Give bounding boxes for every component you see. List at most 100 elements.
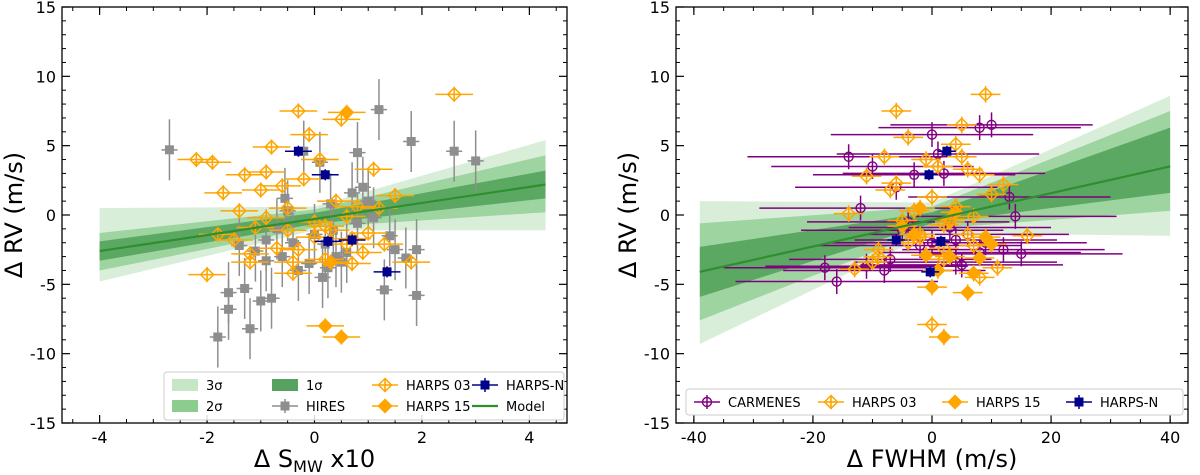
left-panel: -4 -2 0 2 4 -15 -10 -5 0 5 10 15 Δ SMW x10 Δ RV (m/s)…: [0, 0, 568, 475]
data-point: [379, 285, 389, 295]
data-point: [986, 119, 997, 131]
data-point: [363, 196, 373, 206]
y-tick-label: -5: [40, 275, 56, 294]
legend-label: HIRES: [306, 400, 345, 415]
data-point: [908, 169, 920, 180]
data-point: [280, 193, 290, 203]
legend-box: [685, 388, 1184, 416]
x-axis-label: Δ SMW x10: [254, 445, 375, 475]
data-point: [213, 332, 223, 342]
data-point: [926, 129, 938, 140]
data-point: [983, 236, 1000, 252]
legend-swatch-band1: [272, 379, 298, 391]
data-point: [918, 247, 934, 263]
legend-marker: [947, 394, 963, 410]
legend-box: [163, 371, 565, 421]
data-point: [358, 182, 368, 192]
data-point: [855, 202, 866, 214]
series-harps-n: [887, 145, 956, 278]
data-point: [867, 161, 878, 172]
y-tick-label: 10: [36, 67, 56, 86]
legend-label: 2σ: [206, 400, 223, 415]
legend-band-swatch: [272, 379, 298, 391]
data-point: [293, 265, 303, 275]
data-point: [912, 200, 928, 216]
y-tick-label: 5: [660, 137, 670, 156]
legend: CARMENES HARPS 03 HARPS 15 HARPS-N: [685, 388, 1184, 416]
data-point: [1016, 248, 1027, 260]
y-tick-label: 0: [660, 206, 670, 225]
data-point: [924, 279, 940, 295]
legend-swatch-hires: [272, 399, 298, 413]
legend-label: HARPS 03: [406, 379, 470, 394]
legend-marker: [480, 380, 490, 390]
data-point: [382, 267, 392, 277]
plot-area: [699, 86, 1171, 346]
model-line: [699, 165, 1171, 273]
data-point: [272, 224, 282, 234]
data-point: [938, 168, 950, 179]
y-tick-label: -15: [30, 414, 56, 433]
x-axis-label: Δ FWHM (m/s): [847, 445, 1018, 473]
legend-marker: [1074, 397, 1084, 407]
legend-swatch-harps15: [942, 394, 968, 410]
data-point: [256, 296, 266, 306]
legend-label: HARPS-N: [506, 379, 564, 394]
data-point: [924, 170, 934, 180]
y-axis-label: Δ RV (m/s): [614, 152, 642, 278]
x-tick-label: -20: [800, 428, 826, 447]
band-s1: [699, 127, 1171, 297]
data-point: [323, 254, 339, 270]
data-point: [293, 146, 303, 156]
series-harps-n: [284, 145, 401, 278]
data-point: [318, 272, 328, 282]
legend-swatch-harps03: [372, 377, 398, 393]
data-point: [390, 245, 400, 255]
legend-marker: [280, 401, 290, 411]
x-tick-label: 0: [309, 428, 319, 447]
series-harps-15: [306, 104, 366, 345]
legend-swatch-harps03: [818, 394, 844, 410]
data-point: [412, 245, 422, 255]
data-point: [942, 249, 958, 265]
legend-swatch-harpsn: [472, 378, 498, 392]
data-point: [234, 241, 244, 251]
data-point: [942, 146, 952, 156]
x-tick-label: -2: [199, 428, 215, 447]
x-tick-label: 40: [1160, 428, 1180, 447]
legend-swatch-harpsn: [1066, 395, 1092, 409]
y-tick-label: -5: [654, 275, 670, 294]
data-point: [240, 283, 250, 293]
x-tick-label: -40: [681, 428, 707, 447]
x-tick-label: 20: [1041, 428, 1061, 447]
data-point: [956, 259, 967, 271]
legend-band-swatch: [172, 379, 198, 391]
y-tick-label: 10: [650, 67, 670, 86]
y-tick-label: -15: [644, 414, 670, 433]
data-point: [385, 231, 395, 241]
data-point: [347, 188, 357, 198]
legend-swatch-band2: [172, 400, 198, 412]
legend-marker: [377, 398, 393, 414]
series-harps-15: [887, 199, 1007, 346]
data-point: [974, 122, 985, 133]
legend-marker: [701, 396, 713, 408]
legend-label: CARMENES: [728, 396, 801, 411]
data-point: [891, 235, 901, 245]
legend-swatch-carmenes: [694, 395, 720, 409]
x-tick-label: -4: [92, 428, 108, 447]
legend-band-swatch: [172, 400, 198, 412]
legend-label: HARPS-N: [1100, 396, 1158, 411]
legend-label: 1σ: [306, 379, 323, 394]
data-point: [304, 259, 314, 269]
y-tick-label: 15: [36, 0, 56, 17]
data-point: [339, 104, 355, 120]
legend-label: HARPS 03: [852, 396, 916, 411]
data-point: [936, 236, 946, 246]
legend-swatch-band3: [172, 379, 198, 391]
plot-area: [99, 79, 546, 368]
y-tick-label: 0: [46, 206, 56, 225]
data-point: [326, 199, 336, 209]
legend: 3σ 1σ HARPS 03 HARPS-N 2σ HIRES HARPS 15 Model: [163, 371, 565, 421]
x-tick-label: 2: [417, 428, 427, 447]
